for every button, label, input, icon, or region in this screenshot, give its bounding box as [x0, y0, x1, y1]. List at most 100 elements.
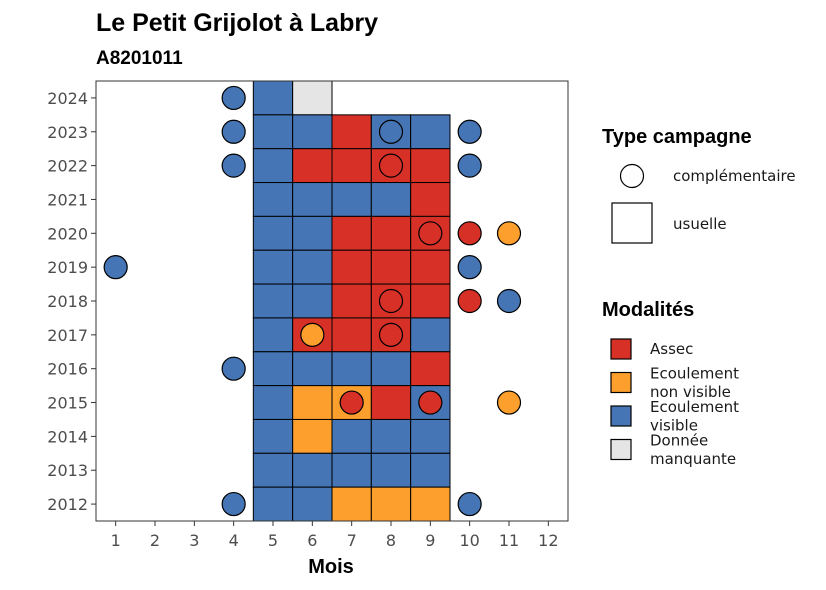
tile-usuelle-2019-6 — [292, 249, 333, 285]
legend-key-donnee-manquante — [610, 438, 632, 461]
tile-usuelle-2021-5 — [252, 182, 294, 217]
chart-title: Le Petit Grijolot à Labry — [96, 9, 378, 37]
point-complementaire-2023-10 — [457, 119, 482, 144]
legend-key-assec — [610, 338, 632, 360]
y-tick-label-2012: 2012 — [47, 495, 88, 514]
point-complementaire-2017-8 — [378, 322, 404, 347]
tile-usuelle-2022-7 — [331, 148, 372, 184]
legend-type-campagne: Type campagne complémentaire usuelle — [602, 126, 796, 244]
legend-label-ecoulement-non-visible-line2: non visible — [650, 383, 731, 401]
tile-usuelle-2022-9 — [410, 148, 451, 184]
tile-usuelle-2021-6 — [292, 182, 333, 217]
point-complementaire-2023-8 — [378, 119, 404, 144]
x-tick-label-2: 2 — [150, 531, 160, 550]
x-tick-label-1: 1 — [111, 531, 121, 550]
legend-label-ecoulement-visible-line1: Ecoulement — [650, 398, 739, 416]
legend-type-title: Type campagne — [602, 126, 752, 148]
legend-key-usuelle — [611, 202, 653, 244]
y-tick-label-2023: 2023 — [47, 123, 88, 142]
point-complementaire-2022-10 — [457, 153, 482, 178]
y-tick-label-2021: 2021 — [47, 190, 88, 209]
plot-area — [103, 80, 522, 522]
legend-label-donnee-manquante-line2: manquante — [650, 450, 736, 468]
tile-usuelle-2020-6 — [292, 215, 333, 251]
tile-usuelle-2019-9 — [410, 249, 451, 285]
tile-usuelle-2024-6 — [292, 80, 333, 116]
y-tick-label-2013: 2013 — [47, 461, 88, 480]
point-complementaire-2019-10 — [457, 255, 482, 280]
tile-usuelle-2012-7 — [331, 486, 372, 522]
point-complementaire-2022-4 — [221, 153, 246, 178]
tile-usuelle-2022-6 — [292, 148, 333, 184]
x-axis: 1 2 3 4 5 6 7 8 9 10 11 12 — [111, 521, 559, 550]
tile-usuelle-2023-6 — [292, 114, 333, 150]
point-complementaire-2024-4 — [221, 85, 246, 111]
tile-usuelle-2019-8 — [370, 249, 412, 285]
x-tick-label-4: 4 — [229, 531, 239, 550]
legend-modalites-title: Modalités — [602, 299, 694, 321]
point-complementaire-2020-9 — [418, 221, 443, 246]
tile-usuelle-2012-6 — [292, 486, 333, 522]
tile-usuelle-2012-9 — [410, 486, 451, 522]
tile-usuelle-2017-5 — [252, 317, 294, 353]
tile-usuelle-2014-5 — [252, 418, 294, 454]
x-tick-label-10: 10 — [459, 531, 479, 550]
point-complementaire-2015-7 — [339, 390, 364, 415]
x-tick-label-6: 6 — [307, 531, 317, 550]
tile-usuelle-2016-8 — [370, 351, 412, 387]
tile-usuelle-2018-5 — [252, 283, 294, 319]
point-complementaire-2018-11 — [496, 288, 522, 314]
y-tick-label-2024: 2024 — [47, 89, 88, 108]
tile-usuelle-2015-6 — [292, 385, 333, 420]
y-tick-label-2015: 2015 — [47, 394, 88, 413]
legend-key-ecoulement-non-visible — [610, 371, 632, 394]
tile-usuelle-2015-5 — [252, 385, 294, 420]
tile-usuelle-2024-5 — [252, 80, 294, 116]
tile-usuelle-2018-9 — [410, 283, 451, 319]
point-complementaire-2020-10 — [457, 221, 482, 246]
tile-usuelle-2016-9 — [410, 351, 451, 387]
x-tick-label-9: 9 — [425, 531, 435, 550]
tile-usuelle-2017-9 — [410, 317, 451, 353]
tile-usuelle-2016-6 — [292, 351, 333, 387]
tile-usuelle-2013-9 — [410, 452, 451, 488]
tile-usuelle-2016-7 — [331, 351, 372, 387]
tile-usuelle-2023-7 — [331, 114, 372, 150]
tile-usuelle-2014-8 — [370, 418, 412, 454]
y-tick-label-2018: 2018 — [47, 292, 88, 311]
x-tick-label-7: 7 — [347, 531, 357, 550]
point-complementaire-2022-8 — [378, 153, 404, 178]
y-tick-label-2019: 2019 — [47, 258, 88, 277]
x-tick-label-3: 3 — [189, 531, 199, 550]
x-tick-label-12: 12 — [538, 531, 558, 550]
point-complementaire-2012-10 — [457, 491, 482, 517]
legend-label-donnee-manquante-line1: Donnée — [650, 431, 708, 449]
point-complementaire-2015-11 — [496, 390, 522, 415]
chart-subtitle: A8201011 — [96, 48, 183, 69]
tile-usuelle-2020-7 — [331, 215, 372, 251]
legend-key-ecoulement-visible — [610, 405, 632, 427]
tile-usuelle-2013-8 — [370, 452, 412, 488]
x-tick-label-8: 8 — [386, 531, 396, 550]
y-tick-label-2020: 2020 — [47, 224, 88, 243]
tile-usuelle-2016-5 — [252, 351, 294, 387]
legend-key-complementaire — [619, 163, 645, 189]
y-tick-label-2014: 2014 — [47, 427, 88, 446]
point-complementaire-2019-1 — [103, 255, 128, 280]
y-tick-label-2022: 2022 — [47, 157, 88, 176]
tile-usuelle-2021-9 — [410, 182, 451, 217]
point-complementaire-2020-11 — [496, 221, 522, 246]
point-complementaire-2012-4 — [221, 491, 246, 517]
legend-label-ecoulement-visible-line2: visible — [650, 416, 698, 434]
tile-usuelle-2023-9 — [410, 114, 451, 150]
legend-label-ecoulement-non-visible-line1: Ecoulement — [650, 364, 739, 382]
x-tick-label-11: 11 — [499, 531, 519, 550]
tile-usuelle-2013-5 — [252, 452, 294, 488]
y-tick-label-2017: 2017 — [47, 326, 88, 345]
x-axis-title: Mois — [308, 556, 354, 578]
tile-usuelle-2013-6 — [292, 452, 333, 488]
point-complementaire-2018-10 — [457, 288, 482, 314]
point-complementaire-2016-4 — [221, 356, 246, 381]
